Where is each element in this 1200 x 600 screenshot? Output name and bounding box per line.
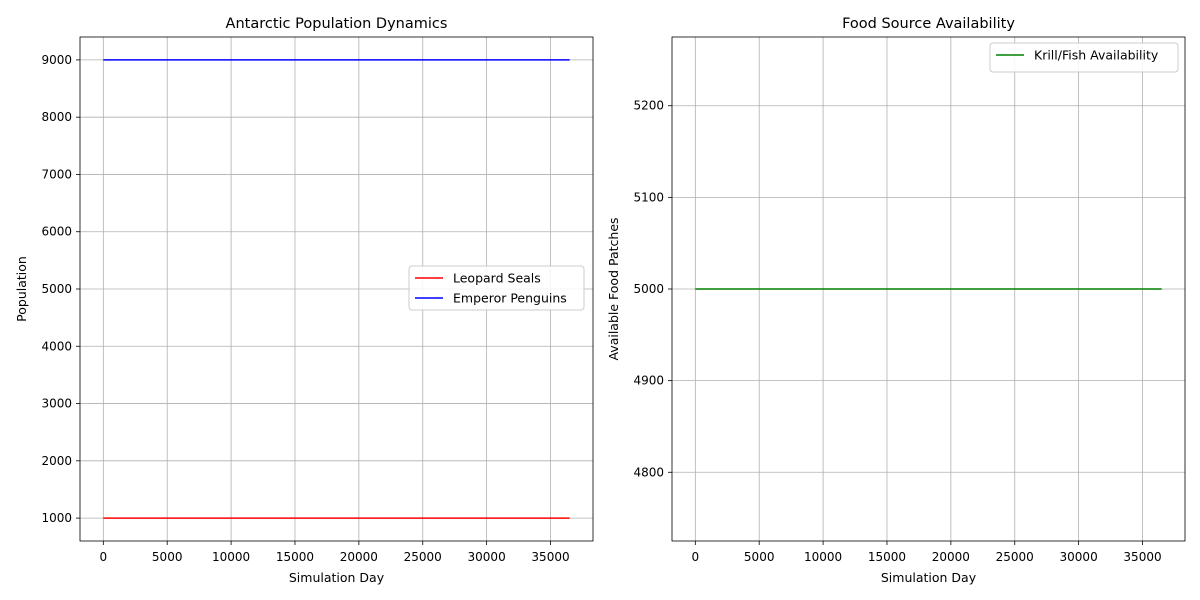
x-tick-label: 30000 xyxy=(468,550,506,564)
y-tick-label: 7000 xyxy=(41,167,72,181)
x-tick-label: 25000 xyxy=(404,550,442,564)
x-tick-label: 20000 xyxy=(340,550,378,564)
y-axis-label: Population xyxy=(14,256,29,322)
legend-label-1: Leopard Seals xyxy=(453,271,541,286)
x-tick-label: 30000 xyxy=(1060,550,1098,564)
x-axis-label: Simulation Day xyxy=(289,570,385,585)
y-tick-label: 4000 xyxy=(41,339,72,353)
x-tick-label: 15000 xyxy=(868,550,906,564)
y-tick-label: 4900 xyxy=(633,374,664,388)
y-tick-label: 4800 xyxy=(633,465,664,479)
legend: Krill/Fish Availability xyxy=(989,42,1179,73)
y-tick-label: 8000 xyxy=(41,110,72,124)
y-tick-label: 5000 xyxy=(633,282,664,296)
legend: Leopard Seals Emperor Penguins xyxy=(408,265,585,311)
legend-box xyxy=(408,265,585,311)
legend-box xyxy=(989,42,1179,73)
legend-label-2: Emperor Penguins xyxy=(453,291,567,306)
y-tick-label: 5000 xyxy=(41,282,72,296)
y-axis-label: Available Food Patches xyxy=(606,217,621,360)
y-tick-label: 1000 xyxy=(41,511,72,525)
chart-title: Food Source Availability xyxy=(842,16,1015,32)
x-tick-label: 35000 xyxy=(531,550,569,564)
y-tick-label: 3000 xyxy=(41,397,72,411)
x-tick-label: 5000 xyxy=(744,550,775,564)
x-tick-label: 15000 xyxy=(276,550,314,564)
x-tick-label: 5000 xyxy=(152,550,183,564)
x-axis-label: Simulation Day xyxy=(881,570,977,585)
chart-title: Antarctic Population Dynamics xyxy=(226,16,448,32)
x-tick-label: 35000 xyxy=(1123,550,1161,564)
x-tick-label: 25000 xyxy=(996,550,1034,564)
x-tick-label: 20000 xyxy=(932,550,970,564)
y-tick-label: 5100 xyxy=(633,190,664,204)
y-tick-label: 2000 xyxy=(41,454,72,468)
chart-panel-1: 0 5000 10000 15000 20000 25000 30000 35000 1000 2… xyxy=(14,16,594,585)
legend-label-1: Krill/Fish Availability xyxy=(1034,48,1159,63)
y-tick-label: 6000 xyxy=(41,225,72,239)
x-tick-label: 10000 xyxy=(212,550,250,564)
x-tick-label: 10000 xyxy=(804,550,842,564)
y-tick-label: 9000 xyxy=(41,53,72,67)
x-tick-label: 0 xyxy=(99,550,107,564)
x-tick-label: 0 xyxy=(691,550,699,564)
chart-panel-2: 0 5000 10000 15000 20000 25000 30000 35000 4800 4… xyxy=(606,16,1186,585)
y-tick-label: 5200 xyxy=(633,99,664,113)
